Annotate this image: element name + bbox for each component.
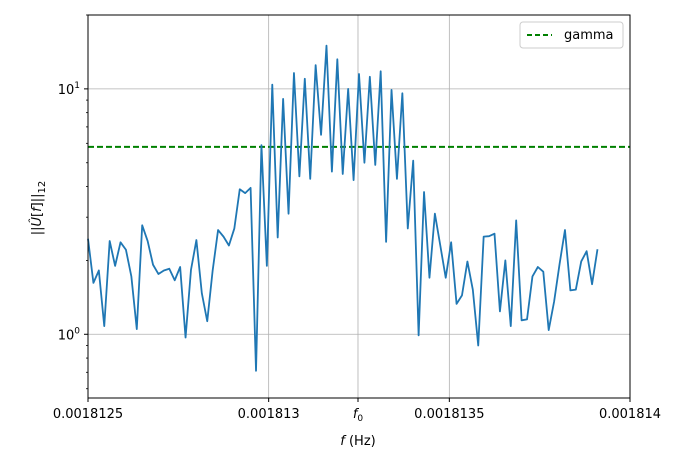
x-tick-label: f0 <box>353 407 364 424</box>
x-tick-label: 0.0018125 <box>53 407 123 422</box>
x-axis-ticks: 0.0018125 0.001813 f0 0.0018135 0.001814 <box>53 398 661 424</box>
y-tick-label: 101 <box>58 81 80 98</box>
y-axis-label: ||Û[f]||12 <box>29 181 48 236</box>
x-axis-label: f (Hz) <box>340 434 375 449</box>
legend-gamma-label: gamma <box>564 28 614 43</box>
legend: gamma <box>519 21 624 49</box>
y-axis-ticks: 100 101 <box>58 14 88 390</box>
x-tick-label: 0.0018135 <box>414 407 484 422</box>
spectrum-line <box>87 44 599 372</box>
legend-box <box>519 21 624 49</box>
plot-frame <box>87 14 631 399</box>
x-tick-label: 0.001813 <box>238 407 300 422</box>
x-tick-label: 0.001814 <box>599 407 661 422</box>
spectrum-series <box>87 44 599 372</box>
y-tick-label: 100 <box>58 326 81 343</box>
